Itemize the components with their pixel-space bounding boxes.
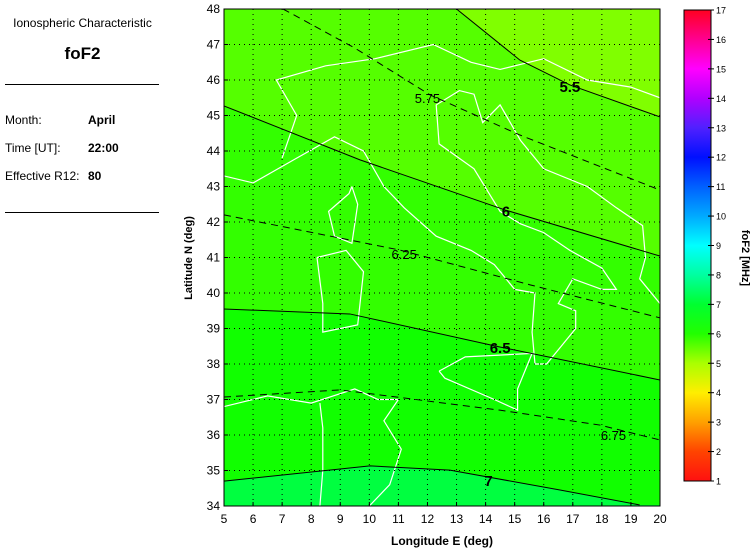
coastline: [319, 403, 324, 506]
contour-lines: [224, 9, 660, 506]
contour-label: 5.75: [415, 91, 440, 106]
y-tick-label: 34: [207, 499, 221, 513]
y-tick-label: 48: [207, 2, 221, 16]
colorbar-tick-label: 2: [716, 447, 721, 457]
r12-value: 80: [88, 169, 102, 183]
contour-label: 6.5: [490, 340, 511, 357]
r12-label: Effective R12:: [5, 169, 80, 183]
month-label: Month:: [5, 113, 42, 127]
x-tick-label: 6: [250, 512, 257, 526]
colorbar-tick-label: 11: [716, 182, 725, 192]
x-tick-label: 20: [653, 512, 667, 526]
contour-labels: 5.5 5.75 6 6.25 6.5 6.75 7: [392, 79, 627, 490]
x-tick-label: 8: [308, 512, 315, 526]
time-value: 22:00: [88, 141, 119, 155]
colorbar-tick-label: 5: [716, 359, 721, 369]
x-tick-label: 11: [392, 512, 405, 526]
y-tick-label: 40: [207, 286, 221, 300]
x-tick-label: 14: [479, 512, 493, 526]
y-tick-label: 37: [207, 393, 221, 407]
coastline: [224, 89, 660, 365]
contour-line: [224, 214, 660, 319]
colorbar-tick-label: 8: [716, 270, 721, 280]
divider: [5, 212, 159, 213]
colorbar-tick-label: 13: [716, 123, 726, 133]
contour-label: 6: [502, 203, 510, 220]
region-fill: [224, 9, 660, 117]
colorbar-tick-label: 9: [716, 241, 721, 251]
x-tick-label: 13: [450, 512, 464, 526]
contour-line: [224, 465, 640, 506]
x-tick-label: 10: [363, 512, 377, 526]
colorbar-tick-label: 14: [716, 94, 726, 104]
x-tick-label: 15: [508, 512, 522, 526]
contour-label: 6.25: [392, 247, 417, 262]
colorbar-tick-label: 7: [716, 300, 721, 310]
colorbar-tick-label: 1: [716, 477, 721, 487]
y-tick-label: 43: [207, 180, 221, 194]
colorbar-tick-label: 6: [716, 329, 721, 339]
y-tick-label: 45: [207, 109, 221, 123]
region-fill: [224, 465, 660, 506]
y-tick-label: 38: [207, 357, 221, 371]
y-tick-label: 35: [207, 464, 221, 478]
y-axis-label: Latitude N (deg): [183, 216, 195, 300]
panel-title: Ionospheric Characteristic: [13, 16, 152, 30]
x-tick-label: 17: [566, 512, 580, 526]
x-tick-label: 16: [537, 512, 551, 526]
coastline: [316, 249, 365, 333]
coastline: [275, 43, 660, 159]
y-tick-label: 39: [207, 322, 221, 336]
y-ticks: 34 35 36 37 38 39 40 41 42 43 44 45 46 47 48: [207, 2, 228, 513]
divider: [5, 84, 159, 85]
y-tick-label: 41: [207, 251, 221, 265]
month-value: April: [88, 113, 116, 127]
colorbar-tick-label: 15: [716, 64, 726, 74]
coastline: [327, 186, 359, 245]
colorbar-tick-label: 12: [716, 153, 726, 163]
colorbar: [683, 9, 712, 482]
colorbar-tick-label: 16: [716, 35, 726, 45]
y-tick-label: 44: [207, 144, 221, 158]
y-tick-label: 36: [207, 428, 221, 442]
colorbar-label: foF2 [MHz]: [739, 230, 751, 287]
x-tick-label: 7: [279, 512, 286, 526]
x-tick-label: 5: [221, 512, 228, 526]
contour-line: [224, 389, 660, 441]
y-tick-label: 42: [207, 215, 221, 229]
contour-line: [224, 105, 660, 257]
x-tick-label: 19: [624, 512, 638, 526]
x-tick-label: 18: [595, 512, 609, 526]
colorbar-tick-label: 3: [716, 418, 721, 428]
coastline: [438, 352, 534, 412]
contour-label: 6.75: [601, 428, 626, 443]
characteristic-name: foF2: [64, 44, 101, 63]
y-tick-label: 46: [207, 73, 221, 87]
time-label: Time [UT]:: [5, 141, 61, 155]
contour-line: [282, 9, 660, 191]
contour-label: 5.5: [559, 79, 580, 96]
y-tick-label: 47: [207, 38, 221, 52]
x-tick-label: 12: [421, 512, 435, 526]
colorbar-tick-label: 4: [716, 388, 721, 398]
contour-line: [224, 308, 660, 381]
colorbar-tick-label: 10: [716, 212, 726, 222]
x-ticks: 5 6 7 8 9 10 11 12 13 14 15 16 17 18 19 20: [221, 502, 667, 526]
contour-line: [456, 9, 660, 118]
contour-fills: [224, 9, 660, 506]
colorbar-tick-label: 17: [716, 6, 726, 16]
contour-label: 7: [484, 473, 492, 490]
x-tick-label: 9: [337, 512, 344, 526]
x-axis-label: Longitude E (deg): [391, 534, 493, 548]
